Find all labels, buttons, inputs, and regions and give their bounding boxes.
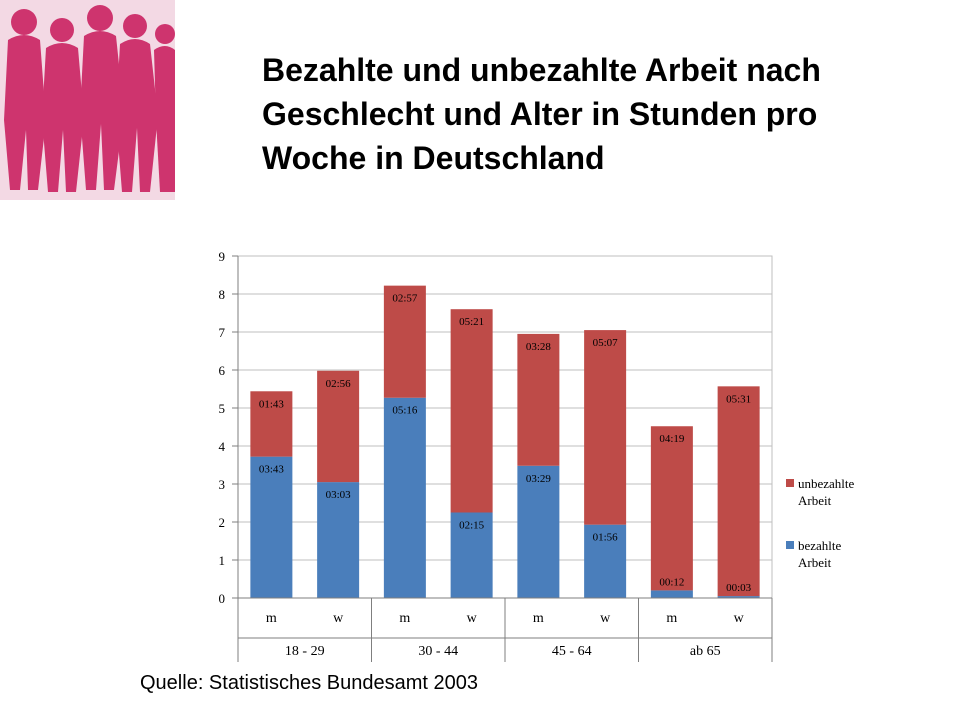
group-label: 18 - 29 <box>285 644 325 659</box>
y-tick-label: 6 <box>219 363 226 378</box>
data-label-bezahlt: 00:03 <box>726 582 752 594</box>
bar-bezahlt <box>250 456 293 598</box>
bar-unbezahlt <box>717 386 760 597</box>
data-label-unbezahlt: 05:21 <box>459 316 484 328</box>
title-line-1: Bezahlte und unbezahlte Arbeit nach <box>262 52 821 88</box>
bar-unbezahlt <box>650 426 693 591</box>
x-tick-label: m <box>399 611 410 626</box>
bar-unbezahlt <box>584 330 627 525</box>
data-label-bezahlt: 02:15 <box>459 520 485 532</box>
data-label-unbezahlt: 05:07 <box>593 337 619 349</box>
y-tick-label: 8 <box>219 287 226 302</box>
bar-bezahlt <box>450 512 493 598</box>
data-label-bezahlt: 03:03 <box>326 489 352 501</box>
data-label-unbezahlt: 05:31 <box>726 393 751 405</box>
legend-swatch <box>786 541 794 549</box>
y-tick-label: 7 <box>219 325 226 340</box>
y-tick-label: 0 <box>219 591 226 606</box>
x-tick-label: m <box>266 611 277 626</box>
x-tick-label: w <box>467 611 478 626</box>
bar-unbezahlt <box>383 285 426 398</box>
bar-bezahlt <box>317 482 360 598</box>
bar-bezahlt <box>383 397 426 598</box>
data-label-bezahlt: 05:16 <box>392 405 418 417</box>
title-line-3: Woche in Deutschland <box>262 140 605 176</box>
data-label-unbezahlt: 03:28 <box>526 341 552 353</box>
legend-label: Arbeit <box>798 493 832 508</box>
bar-bezahlt <box>517 465 560 598</box>
data-label-bezahlt: 03:29 <box>526 473 552 485</box>
y-tick-label: 9 <box>219 249 226 264</box>
bar-bezahlt <box>584 524 627 598</box>
group-label: 45 - 64 <box>552 644 592 659</box>
x-tick-label: w <box>333 611 344 626</box>
legend-swatch <box>786 479 794 487</box>
legend-label: unbezahlte <box>798 476 855 491</box>
group-label: ab 65 <box>690 644 721 659</box>
legend-label: bezahlte <box>798 538 842 553</box>
bar-unbezahlt <box>450 309 493 513</box>
data-label-bezahlt: 03:43 <box>259 464 285 476</box>
bar-bezahlt <box>650 590 693 598</box>
y-tick-label: 1 <box>219 553 226 568</box>
women-silhouettes-logo <box>0 0 175 200</box>
legend-label: Arbeit <box>798 555 832 570</box>
y-tick-label: 3 <box>219 477 226 492</box>
x-tick-label: m <box>533 611 544 626</box>
data-label-unbezahlt: 04:19 <box>659 433 685 445</box>
x-tick-label: m <box>666 611 677 626</box>
source-note: Quelle: Statistisches Bundesamt 2003 <box>140 672 478 694</box>
x-tick-label: w <box>600 611 611 626</box>
data-label-unbezahlt: 02:57 <box>392 293 418 305</box>
data-label-unbezahlt: 02:56 <box>326 378 352 390</box>
title-line-2: Geschlecht und Alter in Stunden pro <box>262 96 818 132</box>
data-label-unbezahlt: 01:43 <box>259 398 285 410</box>
data-label-bezahlt: 01:56 <box>593 532 619 544</box>
bar-bezahlt <box>717 596 760 598</box>
y-tick-label: 2 <box>219 515 226 530</box>
bar-unbezahlt <box>250 391 293 457</box>
y-tick-label: 5 <box>219 401 226 416</box>
group-label: 30 - 44 <box>418 644 458 659</box>
bar-unbezahlt <box>317 370 360 483</box>
page-title: Bezahlte und unbezahlte Arbeit nach Gesc… <box>262 48 942 180</box>
data-label-bezahlt: 00:12 <box>659 576 684 588</box>
y-tick-label: 4 <box>219 439 226 454</box>
x-tick-label: w <box>734 611 745 626</box>
bar-unbezahlt <box>517 333 560 466</box>
